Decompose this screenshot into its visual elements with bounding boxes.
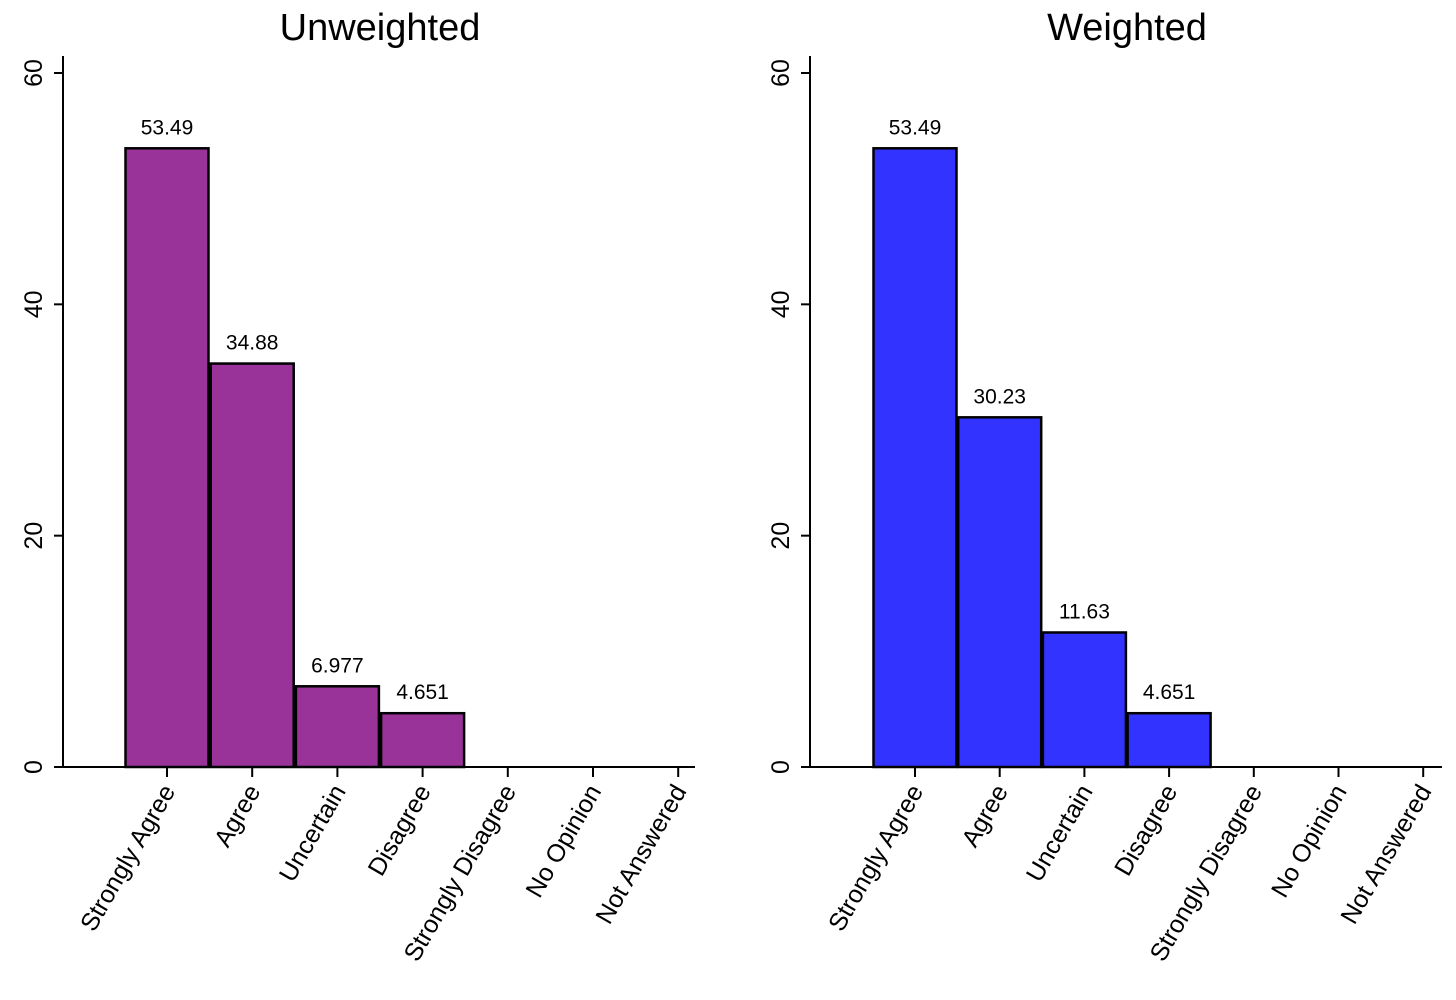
y-tick-label: 60 bbox=[767, 59, 795, 87]
y-tick-label: 0 bbox=[20, 760, 48, 774]
y-tick-label: 60 bbox=[20, 59, 48, 87]
bar-agree bbox=[956, 416, 1043, 769]
y-tick-label: 20 bbox=[767, 522, 795, 550]
data-label: 30.23 bbox=[973, 385, 1026, 408]
bar-disagree bbox=[379, 711, 466, 769]
x-tick-label: Disagree bbox=[363, 780, 437, 881]
data-label: 53.49 bbox=[889, 116, 942, 139]
data-label: 34.88 bbox=[226, 332, 279, 355]
x-tick-label: Agree bbox=[209, 780, 267, 852]
data-label: 11.63 bbox=[1059, 600, 1110, 623]
x-tick-label: Uncertain bbox=[274, 780, 352, 887]
chart-panel-unweighted: Unweighted 0 20 40 60 53.49 Strongly Agree 34.8… bbox=[20, 7, 695, 966]
bar-strongly-agree bbox=[124, 147, 210, 769]
data-label: 4.651 bbox=[396, 681, 449, 704]
bar-uncertain bbox=[1041, 631, 1128, 769]
x-tick-label: Strongly Agree bbox=[823, 780, 929, 936]
chart-panel-weighted: Weighted 0 20 40 60 53.49 Strongly Agree 30.23 A… bbox=[767, 7, 1442, 966]
bar-strongly-agree bbox=[872, 147, 958, 769]
chart-title: Unweighted bbox=[280, 7, 481, 49]
x-tick-label: Not Answered bbox=[590, 780, 692, 929]
chart-title: Weighted bbox=[1047, 7, 1207, 49]
x-tick-label: Strongly Agree bbox=[75, 780, 181, 936]
data-label: 4.651 bbox=[1143, 681, 1196, 704]
data-label: 53.49 bbox=[141, 116, 194, 139]
x-tick-label: Uncertain bbox=[1021, 780, 1099, 887]
bar-agree bbox=[209, 362, 295, 769]
x-tick-label: No Opinion bbox=[520, 780, 607, 902]
x-tick-label: No Opinion bbox=[1266, 780, 1353, 902]
y-tick-label: 20 bbox=[20, 522, 48, 550]
y-tick-label: 0 bbox=[767, 760, 795, 774]
x-tick-label: Agree bbox=[956, 780, 1014, 852]
x-tick-label: Not Answered bbox=[1335, 780, 1437, 929]
bar-uncertain bbox=[294, 685, 381, 769]
x-tick-label: Disagree bbox=[1109, 780, 1183, 881]
y-tick-label: 40 bbox=[20, 290, 48, 318]
bar-disagree bbox=[1126, 711, 1212, 769]
data-label: 6.977 bbox=[311, 654, 364, 677]
y-tick-label: 40 bbox=[767, 290, 795, 318]
